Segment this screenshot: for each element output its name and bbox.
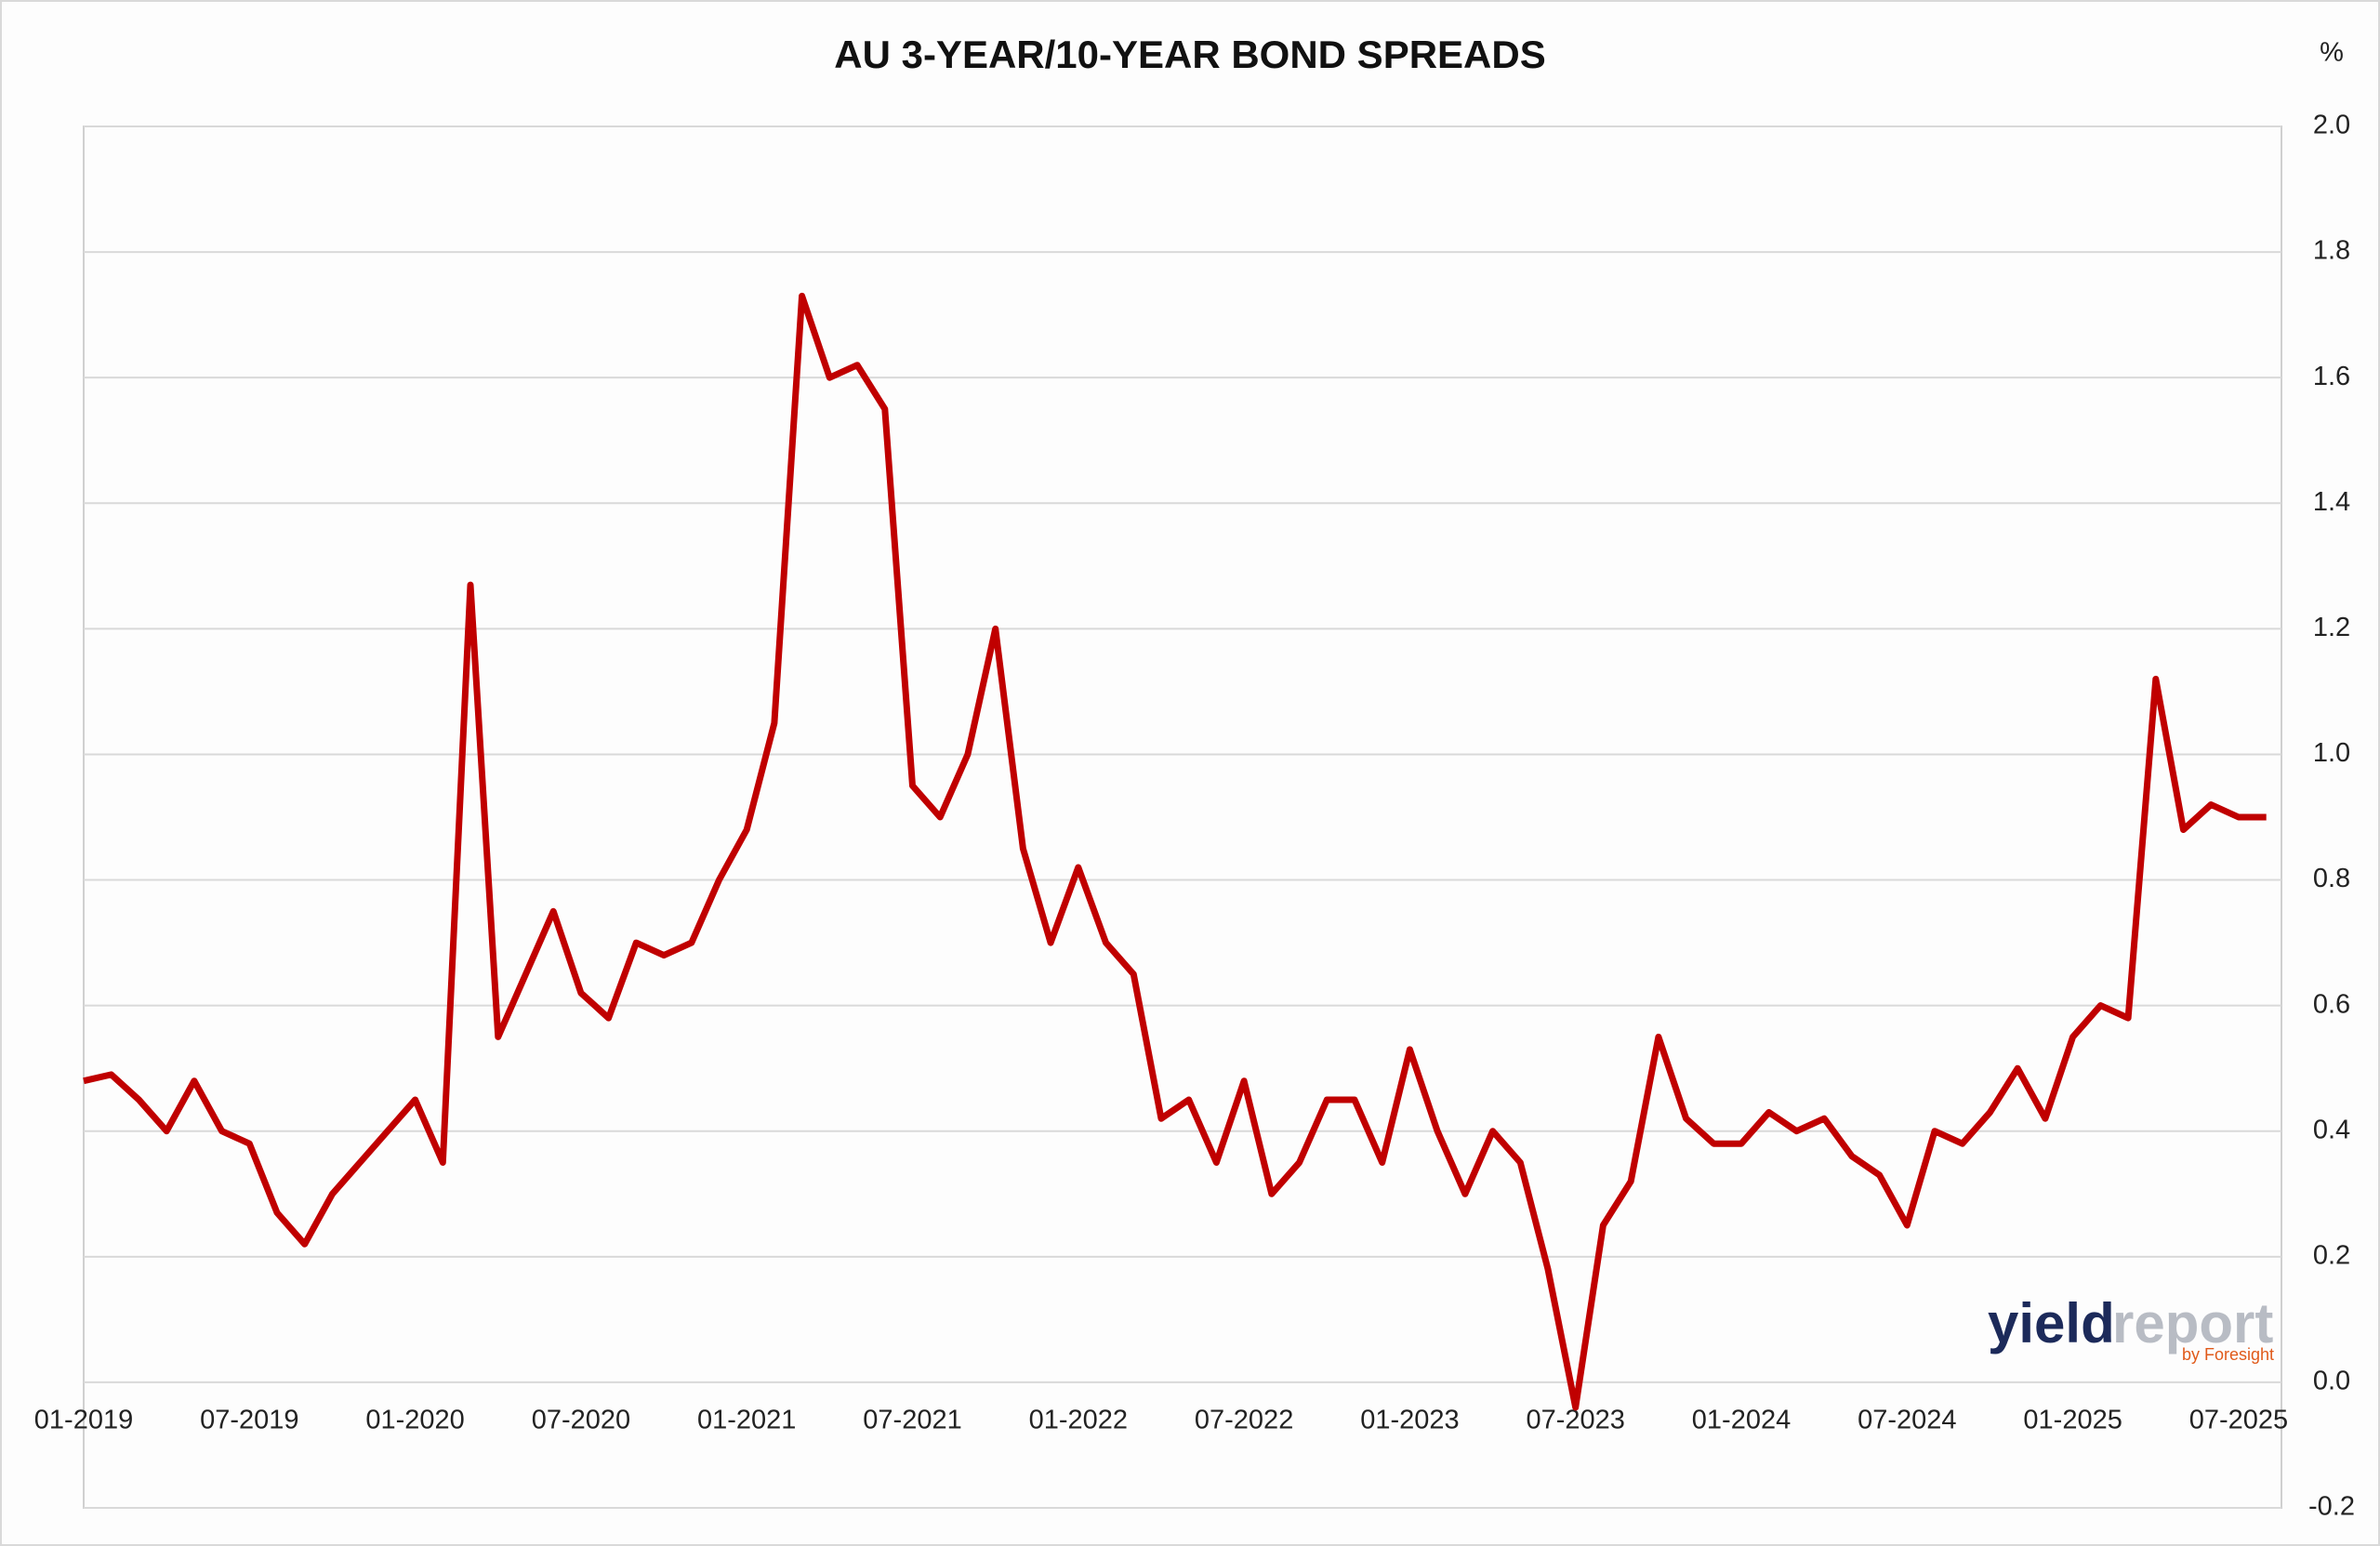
plot-area <box>83 126 2282 1509</box>
watermark: yield report by Foresight <box>1988 1292 2274 1364</box>
unit-label: % <box>2320 38 2344 68</box>
y-tick-label: 1.8 <box>2313 236 2350 266</box>
watermark-brand: report <box>2112 1292 2273 1354</box>
x-tick-label: 07-2020 <box>532 1406 630 1435</box>
series <box>83 292 2267 1411</box>
y-tick-label: 0.6 <box>2313 989 2350 1019</box>
x-tick-label: 01-2025 <box>2023 1406 2122 1435</box>
x-tick-label: 07-2019 <box>200 1406 298 1435</box>
x-tick-label: 01-2023 <box>1360 1406 1459 1435</box>
data-line <box>83 292 2267 1411</box>
y-tick-label: -0.2 <box>2308 1492 2355 1522</box>
y-tick-label: 0.0 <box>2313 1367 2350 1396</box>
y-tick-label: 1.6 <box>2313 362 2350 391</box>
chart-title: AU 3-YEAR/10-YEAR BOND SPREADS <box>834 33 1545 76</box>
x-tick-label: 07-2022 <box>1195 1406 1293 1435</box>
y-tick-label: 0.2 <box>2313 1240 2350 1270</box>
watermark-brand: yield <box>1988 1292 2115 1354</box>
y-tick-label: 1.0 <box>2313 738 2350 768</box>
x-tick-label: 07-2024 <box>1858 1406 1956 1435</box>
grid: -0.2 0.0 0.2 0.4 0.6 0.8 1.0 1.2 1.4 1.6 1.8 2.0 01-… <box>34 111 2355 1522</box>
y-tick-label: 1.4 <box>2313 487 2350 517</box>
y-tick-label: 0.8 <box>2313 864 2350 893</box>
x-tick-label: 01-2022 <box>1029 1406 1128 1435</box>
x-tick-label: 01-2020 <box>365 1406 464 1435</box>
y-tick-label: 0.4 <box>2313 1115 2350 1144</box>
x-tick-label: 01-2021 <box>697 1406 796 1435</box>
watermark-by: by Foresight <box>2182 1345 2274 1364</box>
y-tick-label: 2.0 <box>2313 111 2350 140</box>
x-tick-label: 01-2024 <box>1692 1406 1791 1435</box>
x-tick-label: 01-2019 <box>34 1406 133 1435</box>
x-tick-label: 07-2025 <box>2189 1406 2288 1435</box>
x-tick-label: 07-2021 <box>863 1406 961 1435</box>
y-tick-label: 1.2 <box>2313 613 2350 642</box>
